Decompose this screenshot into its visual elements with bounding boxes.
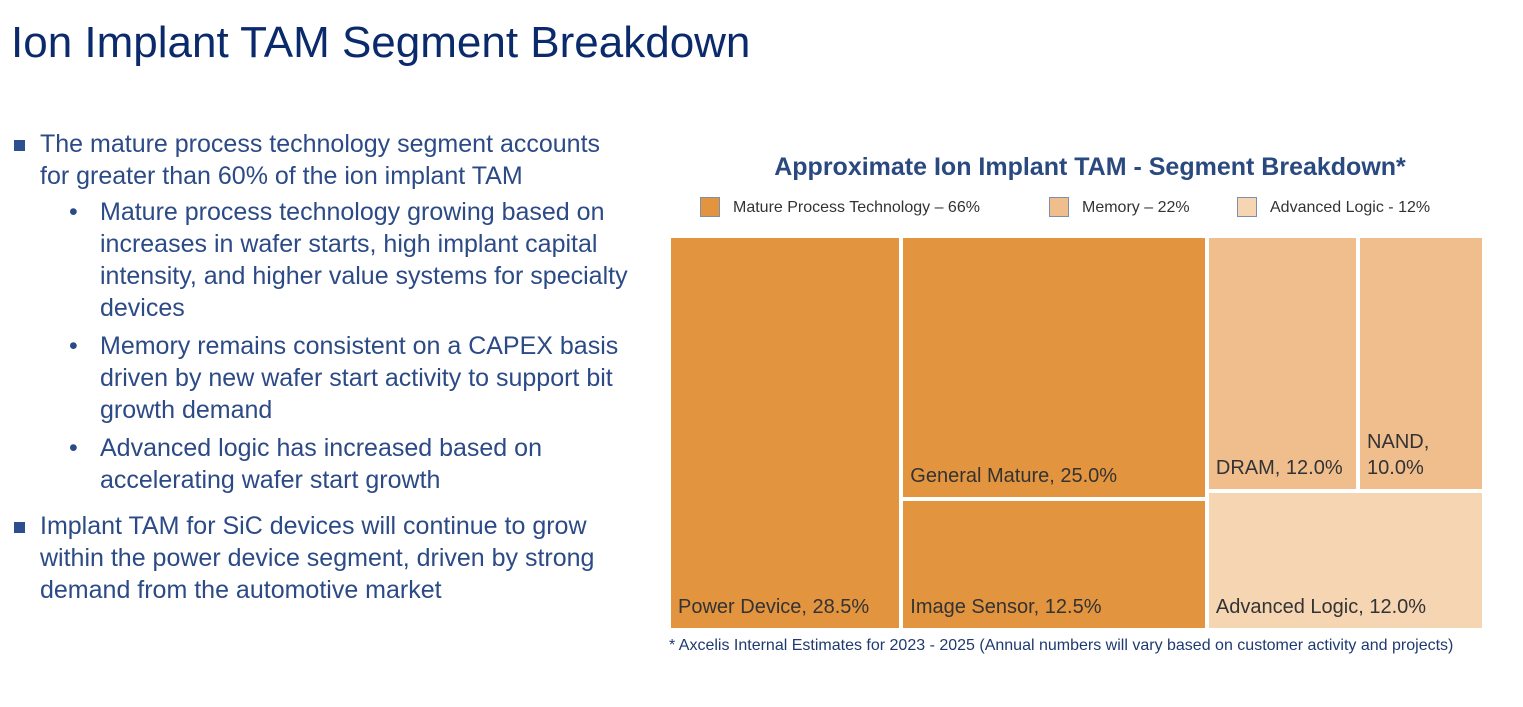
- sub-bullet-item: • Advanced logic has increased based on …: [10, 432, 630, 496]
- bullet-list: The mature process technology segment ac…: [10, 128, 630, 610]
- bullet-text: Implant TAM for SiC devices will continu…: [40, 512, 595, 604]
- legend-swatch: [1049, 197, 1069, 217]
- sub-bullet-item: • Memory remains consistent on a CAPEX b…: [10, 330, 630, 426]
- sub-bullet-text: Mature process technology growing based …: [100, 198, 628, 322]
- dot-bullet-icon: •: [69, 434, 78, 462]
- chart-footnote: * Axcelis Internal Estimates for 2023 - …: [669, 637, 1454, 654]
- treemap-tile-power-device: Power Device, 28.5%: [669, 236, 902, 630]
- legend-label: Advanced Logic - 12%: [1270, 199, 1431, 216]
- treemap-tile-general-mature: General Mature, 25.0%: [901, 236, 1207, 499]
- treemap-tile-label: NAND, 10.0%: [1367, 430, 1430, 479]
- treemap-tile-advanced-logic: Advanced Logic, 12.0%: [1206, 490, 1484, 630]
- square-bullet-icon: [14, 522, 25, 533]
- bullet-item: The mature process technology segment ac…: [10, 128, 630, 192]
- legend-swatch: [1237, 197, 1257, 217]
- treemap-chart: Power Device, 28.5% General Mature, 25.0%…: [669, 236, 1484, 630]
- page-title: Ion Implant TAM Segment Breakdown: [11, 18, 751, 67]
- legend-swatch: [700, 197, 720, 217]
- treemap-tile-label: Image Sensor, 12.5%: [910, 595, 1102, 618]
- bullet-item: Implant TAM for SiC devices will continu…: [10, 510, 630, 606]
- square-bullet-icon: [14, 140, 25, 151]
- treemap-tile-dram: DRAM, 12.0%: [1206, 236, 1359, 491]
- dot-bullet-icon: •: [69, 198, 78, 226]
- treemap-tile-nand: NAND, 10.0%: [1358, 236, 1484, 491]
- treemap-tile-image-sensor: Image Sensor, 12.5%: [901, 498, 1207, 630]
- treemap-tile-label: Power Device, 28.5%: [678, 596, 870, 618]
- dot-bullet-icon: •: [69, 332, 78, 360]
- chart-title: Approximate Ion Implant TAM - Segment Br…: [774, 153, 1406, 181]
- sub-bullet-text: Advanced logic has increased based on ac…: [100, 434, 542, 494]
- sub-bullet-text: Memory remains consistent on a CAPEX bas…: [100, 332, 619, 424]
- bullet-text: The mature process technology segment ac…: [40, 130, 601, 190]
- treemap-tile-label: Advanced Logic, 12.0%: [1215, 595, 1427, 618]
- treemap-tile-label: General Mature, 25.0%: [910, 464, 1118, 487]
- legend-label: Mature Process Technology – 66%: [733, 199, 980, 216]
- sub-bullet-item: • Mature process technology growing base…: [10, 196, 630, 324]
- legend-label: Memory – 22%: [1082, 199, 1190, 216]
- treemap-tile-label: DRAM, 12.0%: [1215, 456, 1343, 479]
